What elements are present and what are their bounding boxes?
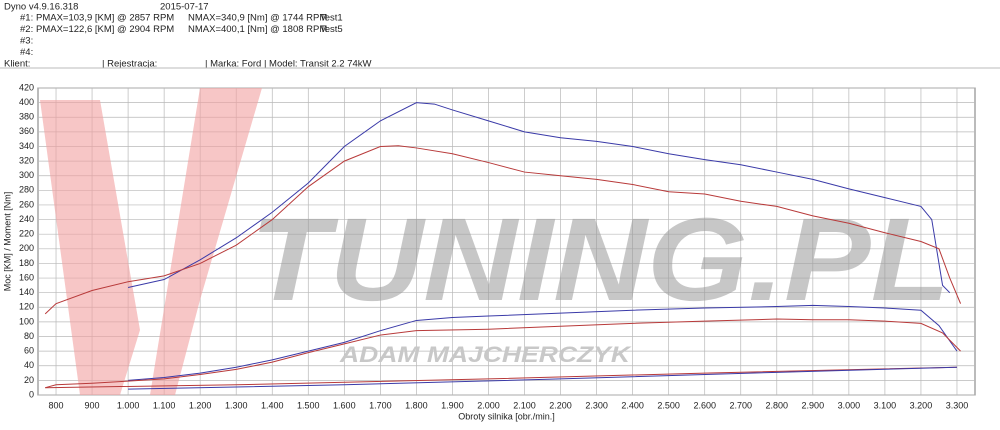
x-tick-label: 3.100 xyxy=(874,400,897,410)
x-tick-label: 1.000 xyxy=(117,400,140,410)
x-tick-label: 1.700 xyxy=(369,400,392,410)
series-line xyxy=(45,318,961,389)
y-tick-label: 420 xyxy=(19,82,34,92)
x-tick-label: 1.200 xyxy=(189,400,212,410)
vehicle: | Marka: Ford | Model: Transit 2.2 74kW xyxy=(205,59,372,70)
x-tick-label: 3.200 xyxy=(910,400,933,410)
y-tick-label: 400 xyxy=(19,97,34,107)
run-field: PMAX=103,9 [KM] @ 2857 RPM xyxy=(36,13,174,24)
y-tick-label: 300 xyxy=(19,170,34,180)
logo-v-right xyxy=(150,88,262,395)
y-tick-label: 80 xyxy=(24,331,34,341)
x-tick-label: 800 xyxy=(49,400,64,410)
x-tick-label: 1.600 xyxy=(333,400,356,410)
x-tick-label: 2.200 xyxy=(549,400,572,410)
y-axis-label: Moc [KM] / Moment [Nm] xyxy=(2,192,12,292)
run-field: #4: xyxy=(20,47,33,58)
series-line xyxy=(128,304,958,381)
y-tick-label: 320 xyxy=(19,155,34,165)
watermark-logo xyxy=(40,88,262,395)
x-tick-label: 900 xyxy=(85,400,100,410)
y-tick-label: 20 xyxy=(24,375,34,385)
run-field: Test1 xyxy=(320,13,343,24)
y-tick-label: 40 xyxy=(24,360,34,370)
y-tick-label: 380 xyxy=(19,112,34,122)
y-tick-label: 240 xyxy=(19,214,34,224)
labels: Dyno v4.9.16.318 2015-07-17 #1: PMAX=103,9 … xyxy=(2,2,968,422)
x-axis-label: Obroty silnika [obr./min.] xyxy=(458,411,555,421)
run-field: NMAX=340,9 [Nm] @ 1744 RPM xyxy=(188,13,327,24)
x-tick-label: 3.000 xyxy=(838,400,861,410)
y-tick-label: 60 xyxy=(24,346,34,356)
watermark: TUNING.PL xyxy=(250,194,950,326)
y-tick-label: 260 xyxy=(19,199,34,209)
run-field: PMAX=122,6 [KM] @ 2904 RPM xyxy=(36,24,174,35)
x-tick-label: 2.000 xyxy=(477,400,500,410)
x-tick-label: 2.500 xyxy=(657,400,680,410)
date: 2015-07-17 xyxy=(160,2,209,13)
y-tick-label: 120 xyxy=(19,302,34,312)
run-field: #2: xyxy=(20,24,33,35)
y-tick-label: 280 xyxy=(19,185,34,195)
series-line xyxy=(44,145,962,315)
x-tick-label: 2.700 xyxy=(729,400,752,410)
x-tick-label: 1.300 xyxy=(225,400,248,410)
x-tick-label: 2.800 xyxy=(766,400,789,410)
y-tick-label: 180 xyxy=(19,258,34,268)
y-tick-label: 340 xyxy=(19,141,34,151)
x-tick-label: 3.300 xyxy=(946,400,969,410)
y-tick-label: 360 xyxy=(19,126,34,136)
y-tick-label: 0 xyxy=(29,389,34,399)
series-line xyxy=(127,102,951,294)
y-tick-label: 160 xyxy=(19,272,34,282)
series-line xyxy=(128,366,957,390)
registration: | Rejestracja: xyxy=(102,59,157,70)
x-tick-label: 2.100 xyxy=(513,400,536,410)
x-tick-label: 1.900 xyxy=(441,400,464,410)
x-tick-label: 2.600 xyxy=(693,400,716,410)
y-tick-label: 200 xyxy=(19,243,34,253)
watermark-subtitle: ADAM MAJCHERCZYK xyxy=(339,342,633,367)
x-tick-label: 1.800 xyxy=(405,400,428,410)
y-tick-label: 140 xyxy=(19,287,34,297)
client: Klient: xyxy=(4,59,30,70)
run-field: Test5 xyxy=(320,24,343,35)
app-version: Dyno v4.9.16.318 xyxy=(4,2,78,13)
y-tick-label: 100 xyxy=(19,316,34,326)
x-tick-label: 1.100 xyxy=(153,400,176,410)
x-tick-label: 1.500 xyxy=(297,400,320,410)
run-field: #1: xyxy=(20,13,33,24)
x-tick-label: 2.400 xyxy=(621,400,644,410)
run-field: NMAX=400,1 [Nm] @ 1808 RPM xyxy=(188,24,327,35)
x-tick-label: 2.900 xyxy=(802,400,825,410)
run-field: #3: xyxy=(20,36,33,47)
y-tick-label: 220 xyxy=(19,229,34,239)
x-tick-label: 2.300 xyxy=(585,400,608,410)
logo-v-left xyxy=(40,100,140,395)
x-tick-label: 1.400 xyxy=(261,400,284,410)
series-lines xyxy=(44,102,962,390)
series-line xyxy=(45,366,957,389)
